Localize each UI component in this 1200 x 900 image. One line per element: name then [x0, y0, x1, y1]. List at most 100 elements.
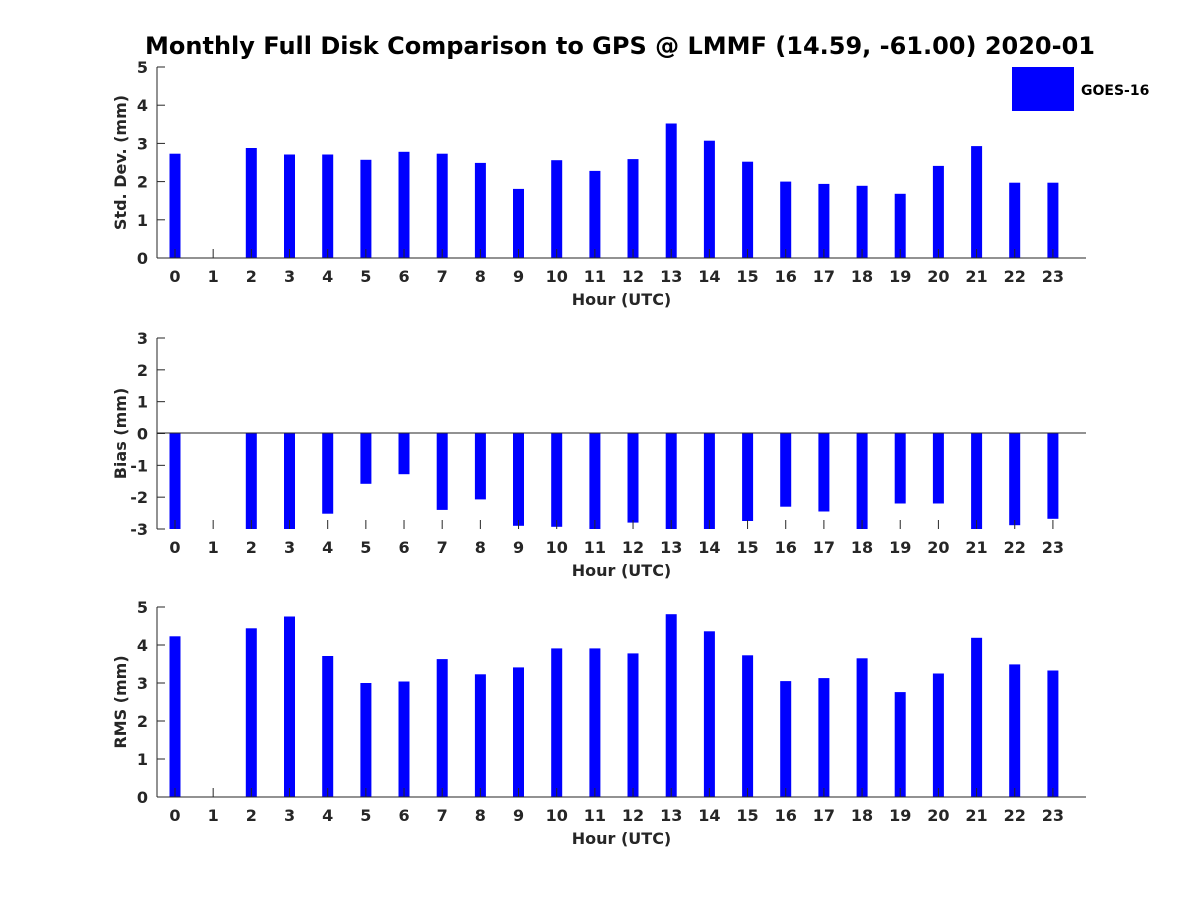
bar-hour-4 — [322, 154, 334, 258]
bar-hour-11 — [589, 433, 601, 529]
bar-hour-3 — [284, 616, 295, 797]
bar-hour-10 — [551, 433, 563, 527]
bar-hour-21 — [971, 637, 983, 797]
bar-hour-13 — [665, 614, 677, 797]
x-tick-label: 4 — [322, 267, 333, 286]
bar-hour-3 — [284, 433, 295, 529]
x-tick-label: 15 — [736, 267, 758, 286]
bar-hour-15 — [742, 433, 754, 521]
bar-hour-16 — [780, 181, 792, 258]
bar-hour-6 — [398, 433, 410, 475]
y-tick-label: 0 — [137, 788, 148, 807]
x-tick-label: 17 — [813, 538, 835, 557]
bar-hour-5 — [360, 159, 372, 258]
y-tick-label: 4 — [137, 636, 148, 655]
bar-hour-18 — [856, 658, 868, 797]
bar-hour-14 — [703, 433, 715, 529]
bar-hour-16 — [780, 433, 792, 507]
x-tick-label: 0 — [169, 806, 180, 825]
y-axis-label: Bias (mm) — [111, 388, 130, 480]
bar-hour-2 — [245, 148, 257, 258]
x-tick-label: 13 — [660, 267, 682, 286]
y-tick-label: -2 — [130, 488, 148, 507]
x-tick-label: 8 — [475, 806, 486, 825]
bar-hour-0 — [169, 636, 181, 797]
bar-hour-13 — [665, 123, 677, 258]
bar-hour-7 — [436, 153, 448, 258]
x-tick-label: 15 — [736, 806, 758, 825]
y-tick-label: 3 — [137, 134, 148, 153]
y-tick-label: 1 — [137, 211, 148, 230]
x-tick-label: 6 — [398, 538, 409, 557]
bar-hour-14 — [703, 631, 715, 797]
y-tick-label: 2 — [137, 173, 148, 192]
x-tick-label: 20 — [927, 538, 949, 557]
bar-hour-7 — [436, 433, 448, 510]
bar-hour-20 — [932, 433, 944, 504]
x-tick-label: 18 — [851, 538, 873, 557]
x-axis-label: Hour (UTC) — [572, 290, 672, 309]
x-tick-label: 10 — [546, 538, 568, 557]
bar-hour-11 — [589, 170, 601, 258]
x-tick-label: 18 — [851, 267, 873, 286]
x-tick-label: 10 — [546, 806, 568, 825]
bar-hour-8 — [474, 433, 486, 500]
figure-title: Monthly Full Disk Comparison to GPS @ LM… — [145, 32, 1095, 60]
x-tick-label: 23 — [1042, 806, 1064, 825]
x-tick-label: 0 — [169, 538, 180, 557]
x-tick-label: 9 — [513, 806, 524, 825]
x-tick-label: 1 — [208, 806, 219, 825]
x-tick-label: 8 — [475, 538, 486, 557]
bar-hour-4 — [322, 433, 334, 514]
bar-hour-23 — [1047, 182, 1059, 258]
bar-hour-18 — [856, 433, 868, 529]
bar-hour-5 — [360, 433, 372, 484]
x-tick-label: 14 — [698, 806, 720, 825]
y-tick-label: 1 — [137, 393, 148, 412]
bar-hour-7 — [436, 659, 448, 797]
x-tick-label: 14 — [698, 538, 720, 557]
x-tick-label: 3 — [284, 538, 295, 557]
x-tick-label: 11 — [584, 806, 606, 825]
legend-swatch — [1012, 67, 1074, 111]
bar-hour-3 — [284, 154, 295, 258]
y-tick-label: 0 — [137, 249, 148, 268]
bar-hour-19 — [894, 692, 906, 797]
x-tick-label: 5 — [360, 267, 371, 286]
x-tick-label: 11 — [584, 267, 606, 286]
x-tick-label: 19 — [889, 806, 911, 825]
x-tick-label: 19 — [889, 267, 911, 286]
bar-hour-12 — [627, 159, 639, 258]
x-axis-label: Hour (UTC) — [572, 561, 672, 580]
y-tick-label: 3 — [137, 329, 148, 348]
x-tick-label: 17 — [813, 267, 835, 286]
x-tick-label: 2 — [246, 806, 257, 825]
bar-hour-15 — [742, 161, 754, 258]
bar-hour-9 — [513, 667, 524, 797]
x-tick-label: 11 — [584, 538, 606, 557]
x-tick-label: 16 — [775, 267, 797, 286]
bar-hour-12 — [627, 653, 639, 797]
y-tick-label: -3 — [130, 520, 148, 539]
bar-hour-20 — [932, 165, 944, 258]
x-tick-label: 10 — [546, 267, 568, 286]
bar-hour-17 — [818, 678, 830, 797]
x-tick-label: 20 — [927, 267, 949, 286]
bar-hour-6 — [398, 151, 410, 258]
x-tick-label: 0 — [169, 267, 180, 286]
x-tick-label: 23 — [1042, 267, 1064, 286]
x-tick-label: 20 — [927, 806, 949, 825]
x-tick-label: 5 — [360, 538, 371, 557]
x-tick-label: 18 — [851, 806, 873, 825]
bar-hour-15 — [742, 655, 754, 797]
bar-hour-13 — [665, 433, 677, 529]
x-tick-label: 17 — [813, 806, 835, 825]
y-tick-label: 2 — [137, 361, 148, 380]
bar-hour-17 — [818, 433, 830, 512]
y-tick-label: 5 — [137, 58, 148, 77]
bar-hour-19 — [894, 433, 906, 504]
bar-hour-5 — [360, 683, 372, 797]
bar-hour-14 — [703, 140, 715, 258]
